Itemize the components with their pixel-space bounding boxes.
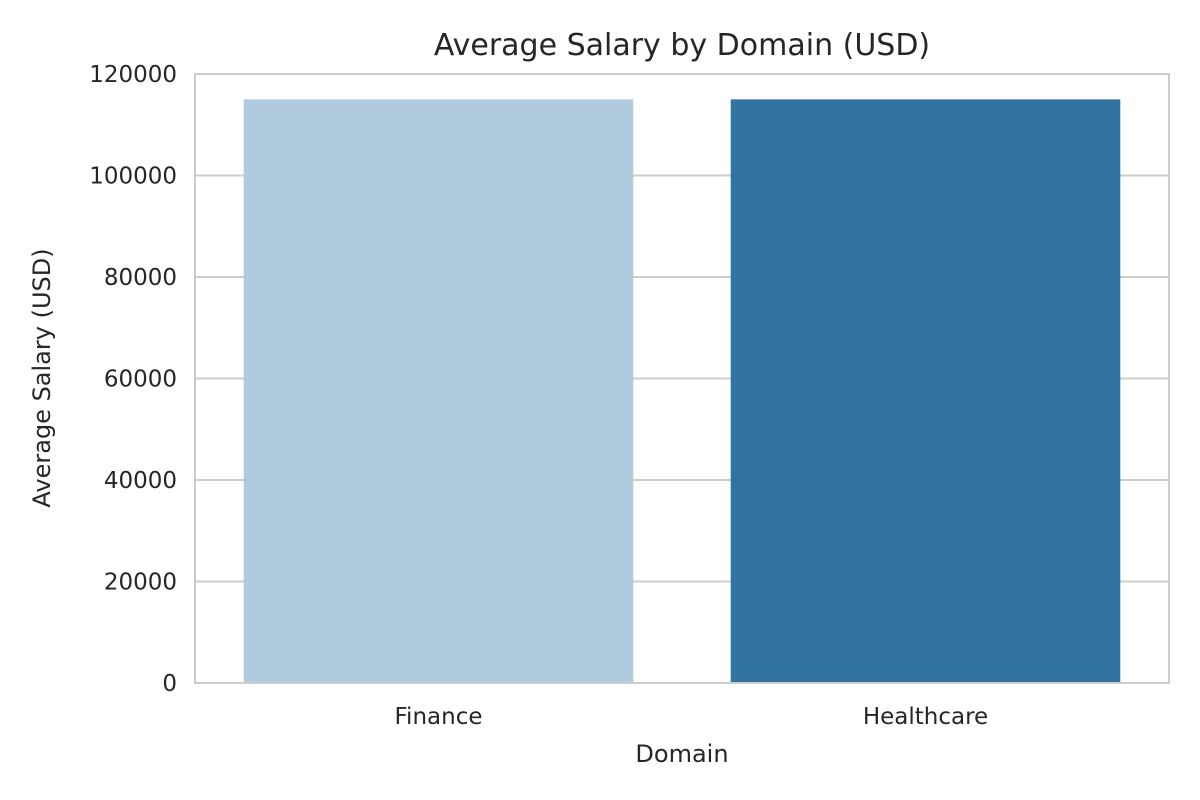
y-tick-label: 20000 xyxy=(104,570,177,596)
y-tick-label: 100000 xyxy=(89,164,177,190)
y-tick-label: 80000 xyxy=(104,265,177,291)
x-tick-label: Healthcare xyxy=(863,704,988,730)
y-tick-label: 120000 xyxy=(89,62,177,88)
x-tick-label: Finance xyxy=(395,704,483,730)
bars xyxy=(243,99,1121,683)
y-tick-label: 40000 xyxy=(104,468,177,494)
y-tick-label: 0 xyxy=(162,671,177,697)
bar-finance xyxy=(243,99,634,683)
x-tick-labels: Finance Healthcare xyxy=(395,704,989,730)
bar-healthcare xyxy=(730,99,1121,683)
y-tick-labels: 0 20000 40000 60000 80000 100000 120000 xyxy=(89,62,177,697)
plot-frame xyxy=(194,73,1170,684)
y-tick-label: 60000 xyxy=(104,367,177,393)
x-axis-label: Domain xyxy=(635,740,728,768)
y-axis-label: Average Salary (USD) xyxy=(28,248,56,507)
chart-title: Average Salary by Domain (USD) xyxy=(434,28,930,63)
